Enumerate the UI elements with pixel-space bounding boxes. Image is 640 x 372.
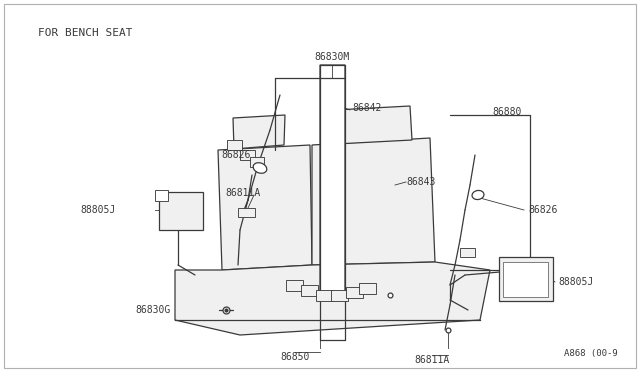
Text: 86830G: 86830G (135, 305, 170, 315)
Text: 88805J: 88805J (80, 205, 115, 215)
Polygon shape (312, 138, 435, 265)
Polygon shape (320, 65, 345, 298)
FancyBboxPatch shape (332, 289, 349, 301)
Text: 86880: 86880 (492, 107, 522, 117)
FancyBboxPatch shape (250, 157, 264, 167)
Text: 86826: 86826 (221, 150, 250, 160)
Text: 86826: 86826 (528, 205, 557, 215)
FancyBboxPatch shape (159, 192, 203, 230)
Ellipse shape (472, 190, 484, 199)
Text: 86811A: 86811A (225, 188, 260, 198)
Polygon shape (175, 262, 490, 335)
FancyBboxPatch shape (360, 282, 376, 294)
Polygon shape (233, 115, 285, 149)
Text: A868 (00-9: A868 (00-9 (564, 349, 618, 358)
Text: 86811A: 86811A (414, 355, 450, 365)
Polygon shape (335, 106, 412, 144)
FancyBboxPatch shape (287, 279, 303, 291)
FancyBboxPatch shape (504, 262, 548, 296)
Text: 86850: 86850 (280, 352, 310, 362)
FancyBboxPatch shape (237, 208, 255, 217)
FancyBboxPatch shape (346, 286, 364, 298)
Text: FOR BENCH SEAT: FOR BENCH SEAT (38, 28, 132, 38)
FancyBboxPatch shape (301, 285, 319, 295)
FancyBboxPatch shape (461, 247, 476, 257)
FancyBboxPatch shape (154, 189, 168, 201)
FancyBboxPatch shape (317, 289, 333, 301)
Ellipse shape (253, 163, 267, 173)
Text: 88805J: 88805J (558, 277, 593, 287)
Polygon shape (218, 145, 312, 270)
FancyBboxPatch shape (227, 140, 241, 150)
Text: 86842: 86842 (352, 103, 381, 113)
Text: 86830M: 86830M (314, 52, 349, 62)
Text: 86843: 86843 (406, 177, 435, 187)
FancyBboxPatch shape (499, 257, 553, 301)
FancyBboxPatch shape (239, 150, 255, 160)
